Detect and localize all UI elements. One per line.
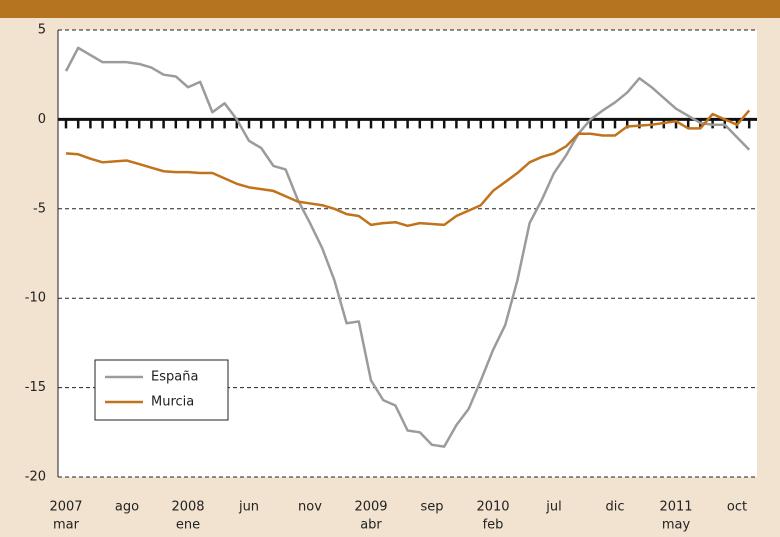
legend-box bbox=[94, 359, 229, 421]
header-bar bbox=[0, 0, 780, 18]
x-tick-label: may bbox=[662, 518, 691, 533]
y-tick-label: 0 bbox=[38, 112, 46, 127]
x-tick-label: 2010 bbox=[476, 500, 509, 515]
y-tick-label: -20 bbox=[25, 470, 46, 485]
x-tick-label: 2009 bbox=[354, 500, 387, 515]
y-tick-label: 5 bbox=[38, 23, 46, 38]
legend-label: Murcia bbox=[151, 395, 194, 410]
y-tick-label: -5 bbox=[33, 201, 46, 216]
x-tick-label: 2011 bbox=[659, 500, 692, 515]
x-tick-label: dic bbox=[605, 500, 624, 515]
legend-label: España bbox=[151, 370, 198, 385]
x-tick-label: nov bbox=[298, 500, 322, 515]
x-tick-label: mar bbox=[53, 518, 80, 533]
x-tick-label: sep bbox=[420, 500, 443, 515]
x-tick-label: feb bbox=[483, 518, 504, 533]
x-tick-label: ene bbox=[176, 518, 200, 533]
series-line bbox=[65, 109, 751, 228]
x-tick-label: 2008 bbox=[171, 500, 204, 515]
y-tick-label: -15 bbox=[25, 380, 46, 395]
x-tick-label: abr bbox=[360, 518, 382, 533]
x-tick-label: oct bbox=[727, 500, 747, 515]
series-line bbox=[64, 46, 751, 448]
x-tick-label: jun bbox=[238, 500, 259, 515]
y-tick-label: -10 bbox=[25, 291, 46, 306]
x-tick-label: ago bbox=[115, 500, 139, 515]
x-tick-label: jul bbox=[545, 500, 561, 515]
x-tick-label: 2007 bbox=[49, 500, 82, 515]
